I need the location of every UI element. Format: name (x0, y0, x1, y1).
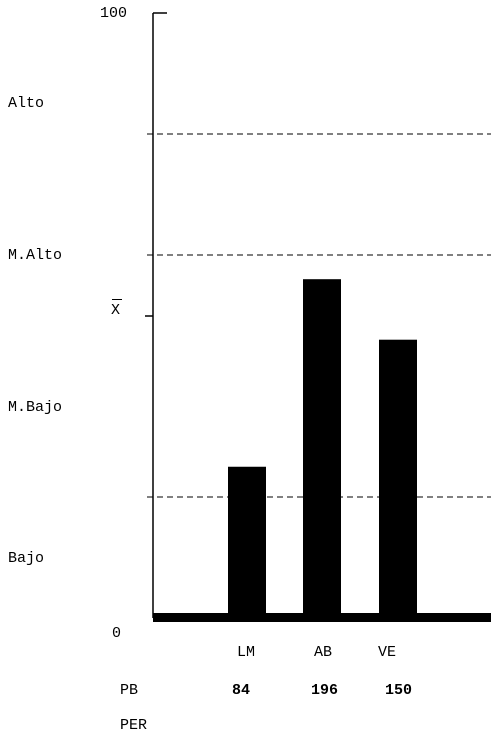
pb-value-lm: 84 (232, 682, 251, 699)
mean-overbar (112, 299, 122, 300)
band-label-medio-bajo: M.Bajo (8, 399, 63, 416)
band-label-alto: Alto (8, 95, 45, 112)
x-tick-label-ve: VE (378, 644, 397, 661)
y-tick-top: 100 (100, 5, 128, 22)
bar-ve (379, 339, 417, 618)
pb-value-ve: 150 (385, 682, 413, 699)
band-label-bajo: Bajo (8, 550, 45, 567)
y-tick-zero: 0 (112, 625, 122, 642)
x-axis-baseline (153, 613, 491, 622)
bar-lm (228, 466, 266, 618)
pb-value-ab: 196 (311, 682, 339, 699)
per-row-label: PER (120, 717, 148, 734)
bar-ab (303, 279, 341, 618)
band-label-medio-alto: M.Alto (8, 247, 63, 264)
mean-label-text: X (111, 302, 121, 319)
bars-group (228, 279, 417, 618)
pb-row-label: PB (120, 682, 139, 699)
x-tick-label-ab: AB (314, 644, 333, 661)
mean-label: X (111, 299, 122, 319)
x-tick-label-lm: LM (237, 644, 256, 661)
